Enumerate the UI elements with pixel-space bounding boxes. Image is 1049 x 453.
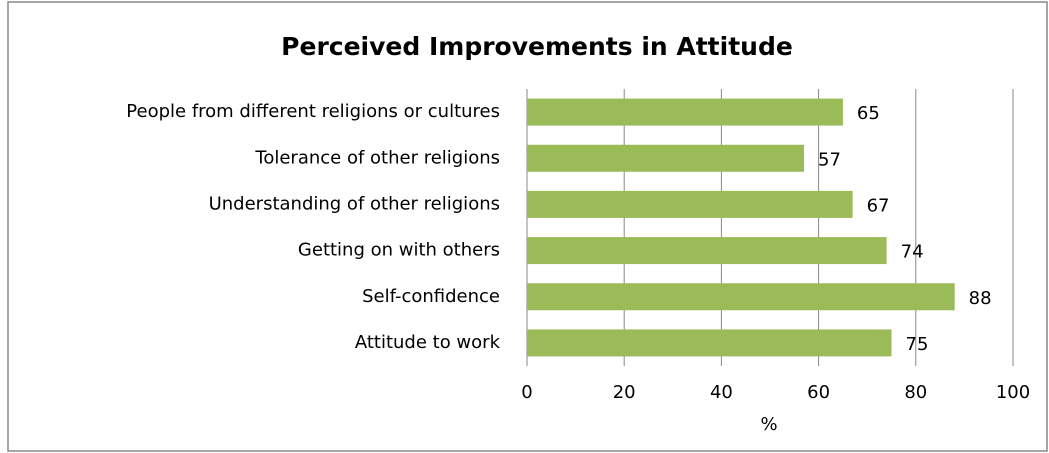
chart-title: Perceived Improvements in Attitude	[281, 32, 793, 61]
y-tick-label: Self-confidence	[362, 286, 500, 307]
x-tick-label: 40	[710, 382, 733, 403]
data-label: 65	[857, 103, 880, 124]
data-label: 57	[818, 149, 841, 170]
bar	[527, 144, 805, 172]
bar	[527, 190, 853, 218]
bar	[527, 283, 955, 311]
bar	[527, 329, 892, 357]
y-tick-label: Getting on with others	[298, 240, 500, 261]
bar	[527, 98, 843, 126]
chart-border	[7, 1, 1048, 452]
y-tick-label: People from different religions or cultu…	[126, 101, 500, 122]
data-label: 88	[969, 288, 992, 309]
data-label: 67	[867, 195, 890, 216]
x-tick-label: 100	[996, 382, 1030, 403]
data-label: 75	[906, 334, 929, 355]
x-axis-label: %	[760, 414, 777, 435]
y-tick-label: Attitude to work	[355, 332, 501, 353]
y-tick-label: Tolerance of other religions	[254, 147, 500, 168]
x-tick-label: 60	[807, 382, 830, 403]
x-tick-label: 0	[521, 382, 532, 403]
x-tick-label: 20	[613, 382, 636, 403]
data-label: 74	[901, 242, 924, 263]
x-tick-label: 80	[904, 382, 927, 403]
bar	[527, 237, 887, 265]
y-tick-label: Understanding of other religions	[209, 193, 500, 214]
